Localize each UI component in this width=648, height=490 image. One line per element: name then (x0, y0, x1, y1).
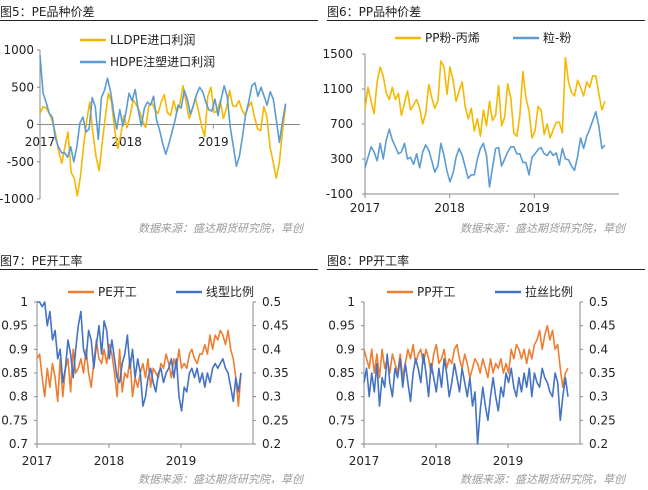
y-tick-label: 0.7 (336, 437, 355, 451)
y-tick-label: 0.9 (336, 342, 355, 356)
y-tick-label: 0.7 (9, 437, 28, 451)
y-tick-label: 700 (330, 117, 353, 131)
source-note: 数据来源：盛达期货研究院，草创 (138, 222, 303, 235)
y-tick-label: 1 (347, 295, 355, 309)
y-tick-label: -500 (7, 155, 34, 169)
x-tick-label: 2019 (198, 135, 229, 149)
title-underline (0, 20, 318, 21)
legend-label: 粒-粉 (543, 30, 571, 45)
x-tick-label: 2017 (25, 135, 56, 149)
pp-operating-rate-chart: 1 0.95 0.9 0.85 0.8 0.75 0.7 0.5 0.45 0.4 0.35 0.3 0… (328, 284, 616, 468)
y2-tick-label: 0.35 (589, 366, 616, 380)
series-line (363, 353, 569, 445)
title-underline (327, 20, 645, 21)
y2-tick-label: 0.45 (262, 319, 289, 333)
y-tick-label: 1500 (322, 47, 353, 61)
y-tick-label: 0.85 (328, 366, 355, 380)
x-tick-label: 2018 (434, 201, 465, 215)
y-tick-label: 1100 (322, 82, 353, 96)
y2-tick-label: 0.2 (589, 437, 608, 451)
y2-tick-label: 0.35 (262, 366, 289, 380)
chart-title: 图7：PE开工率 (0, 254, 83, 268)
y-tick-label: -100 (326, 187, 353, 201)
series-line (36, 329, 242, 407)
y2-tick-label: 0.45 (589, 319, 616, 333)
y-tick-label: 500 (11, 80, 34, 94)
pe-operating-rate-chart: 1 0.95 0.9 0.85 0.8 0.75 0.7 0.5 0.45 0.4 0.35 0.3 0… (1, 285, 289, 468)
series-line (39, 55, 287, 167)
series-line (364, 111, 606, 188)
y2-tick-label: 0.5 (589, 295, 608, 309)
chart-title: 图5：PE品种价差 (0, 5, 95, 19)
y-tick-label: 0.95 (1, 319, 28, 333)
chart-title: 图8：PP开工率 (327, 254, 410, 268)
x-tick-label: 2017 (349, 454, 380, 468)
x-tick-label: 2019 (493, 454, 524, 468)
legend-label: PP粉-丙烯 (425, 31, 480, 45)
x-tick-label: 2017 (350, 201, 381, 215)
y-tick-label: 0.75 (1, 413, 28, 427)
y-tick-label: 0.8 (9, 390, 28, 404)
title-underline (327, 269, 645, 270)
legend-label: LLDPE进口利润 (110, 33, 195, 47)
y-tick-label: 0.8 (336, 390, 355, 404)
y2-tick-label: 0.4 (589, 342, 608, 356)
y2-tick-label: 0.5 (262, 295, 281, 309)
title-underline (0, 269, 318, 270)
y-tick-label: 0 (26, 118, 34, 132)
y-tick-label: -1000 (0, 192, 34, 206)
y2-tick-label: 0.4 (262, 342, 281, 356)
y2-tick-label: 0.3 (589, 390, 608, 404)
y-tick-label: 0.75 (328, 413, 355, 427)
legend-label: HDPE注塑进口利润 (110, 54, 215, 69)
legend-label: PE开工 (98, 285, 137, 299)
y2-tick-label: 0.25 (262, 413, 289, 427)
x-tick-label: 2019 (166, 454, 197, 468)
series-line (39, 84, 287, 197)
x-tick-label: 2018 (94, 454, 125, 468)
y-tick-label: 1000 (3, 43, 34, 57)
y-tick-label: 0.9 (9, 342, 28, 356)
y2-tick-label: 0.3 (262, 390, 281, 404)
y-tick-label: 0.85 (1, 366, 28, 380)
y2-tick-label: 0.2 (262, 437, 281, 451)
source-note: 数据来源：盛达期货研究院，草创 (460, 473, 625, 486)
y-tick-label: 1 (20, 295, 28, 309)
series-line (37, 301, 242, 412)
chart-title: 图6：PP品种价差 (327, 5, 422, 19)
x-tick-label: 2017 (22, 454, 53, 468)
x-tick-label: 2019 (519, 201, 550, 215)
source-note: 数据来源：盛达期货研究院，草创 (460, 222, 625, 235)
legend-label: 拉丝比例 (525, 284, 573, 299)
series-line (364, 56, 606, 139)
legend-label: PP开工 (417, 285, 455, 299)
legend-label: 线型比例 (206, 285, 254, 299)
y2-tick-label: 0.25 (589, 413, 616, 427)
y-tick-label: 0.95 (328, 319, 355, 333)
y-tick-label: 300 (330, 152, 353, 166)
source-note: 数据来源：盛达期货研究院，草创 (138, 473, 303, 486)
x-tick-label: 2018 (421, 454, 452, 468)
